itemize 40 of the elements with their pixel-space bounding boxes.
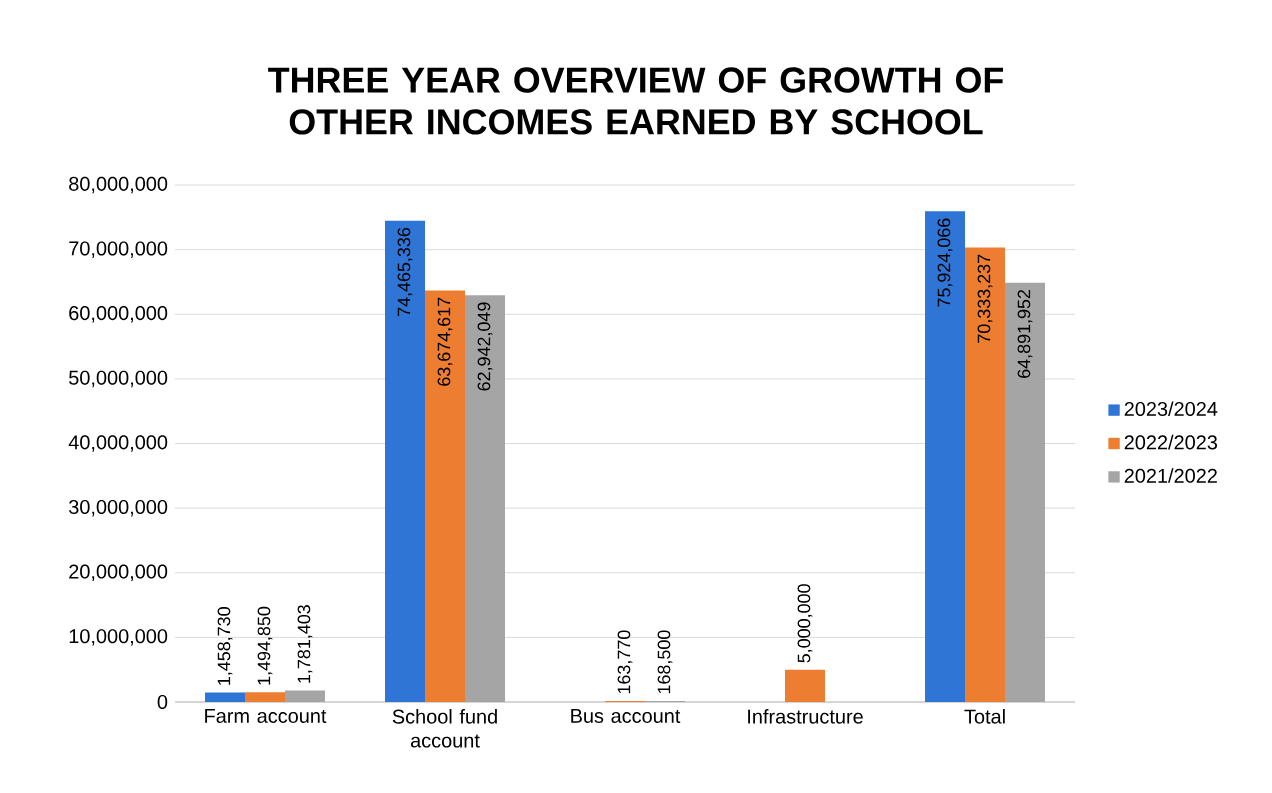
data-label: 1,458,730 (217, 607, 233, 685)
data-label: 75,924,066 (937, 218, 953, 307)
bar (425, 290, 466, 702)
bar (385, 220, 426, 702)
bar (465, 295, 506, 702)
y-tick-label: 0 (157, 694, 168, 710)
y-tick-label: 10,000,000 (69, 629, 168, 646)
y-tick-label: 80,000,000 (69, 176, 168, 194)
y-tick-label: 50,000,000 (69, 370, 168, 388)
bar (285, 690, 326, 702)
data-label: 74,465,336 (397, 227, 413, 317)
bar (1005, 282, 1046, 702)
data-label: 64,891,952 (1017, 289, 1033, 378)
data-label: 5,000,000 (797, 584, 813, 663)
bar (925, 211, 966, 702)
data-label: 63,674,617 (437, 297, 453, 386)
y-tick-label: 40,000,000 (68, 435, 168, 452)
chart-title: THREE YEAR OVERVIEW OF GROWTH OF OTHER INCOMES EARNED BY SCHOOL (268, 67, 1003, 135)
bar (245, 692, 286, 702)
data-label: 168,500 (657, 630, 673, 694)
bar (785, 669, 826, 702)
data-label: 1,494,850 (257, 606, 273, 685)
legend-label: 2023/2024 (1124, 401, 1218, 417)
x-tick-label: Infrastructure (748, 709, 863, 724)
y-tick-label: 70,000,000 (69, 241, 168, 258)
y-tick-label: 60,000,000 (69, 306, 168, 323)
data-label: 62,942,049 (477, 302, 493, 391)
bar (205, 692, 246, 702)
y-tick-label: 30,000,000 (69, 499, 168, 517)
data-label: 70,333,237 (977, 254, 993, 343)
bar (965, 247, 1006, 702)
y-tick-label: 20,000,000 (69, 564, 168, 581)
x-tick-label: School fund account (392, 709, 497, 748)
legend-label: 2021/2022 (1124, 468, 1217, 483)
x-tick-label: Bus account (571, 709, 681, 723)
legend-label: 2022/2023 (1124, 434, 1218, 450)
data-label: 163,770 (617, 630, 633, 694)
data-label: 1,781,403 (297, 605, 313, 683)
x-tick-label: Farm account (205, 709, 327, 723)
x-tick-label: Total (964, 709, 1005, 724)
